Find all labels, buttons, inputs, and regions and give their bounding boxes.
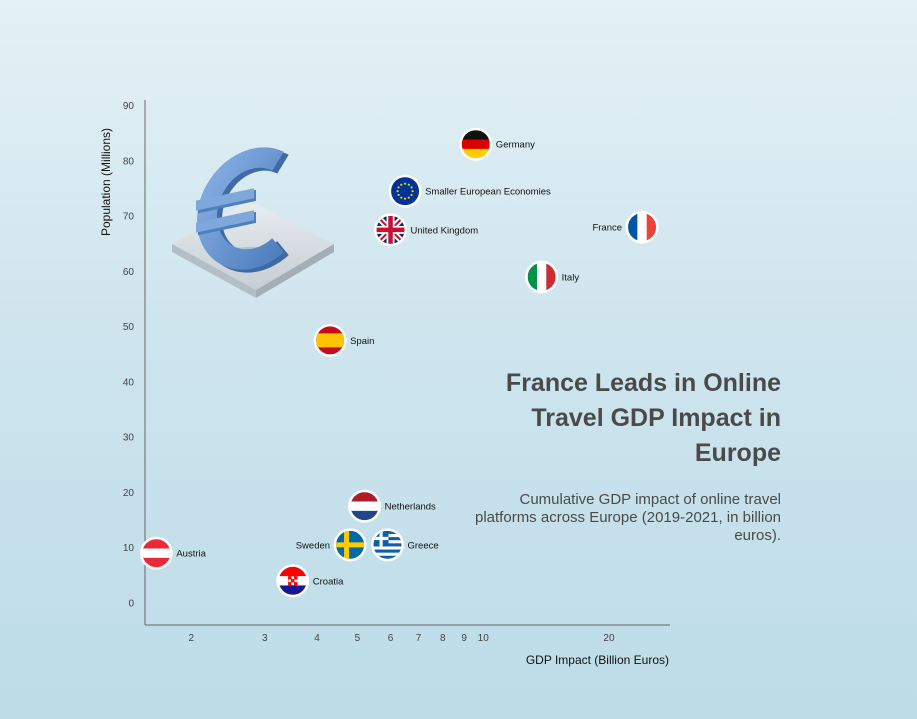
- greece-flag-icon: [373, 530, 402, 559]
- y-tick-label: 20: [123, 488, 135, 499]
- point-label: Greece: [407, 540, 438, 551]
- x-tick-label: 3: [262, 633, 268, 644]
- germany-flag-icon: [461, 130, 490, 159]
- italy-flag-icon: [527, 262, 556, 291]
- data-point: France: [592, 210, 659, 244]
- y-tick-label: 90: [123, 101, 135, 112]
- austria-flag-icon: [142, 539, 171, 568]
- uk-flag-icon: [376, 215, 405, 244]
- data-point: Netherlands: [348, 489, 436, 523]
- x-tick-label: 20: [603, 633, 615, 644]
- point-label: Austria: [176, 549, 206, 560]
- x-tick-label: 2: [188, 633, 194, 644]
- data-point: United Kingdom: [374, 213, 479, 247]
- data-point: Sweden: [296, 528, 367, 562]
- data-point: Italy: [525, 260, 580, 294]
- data-point: Smaller European Economies: [388, 174, 551, 208]
- chart-title: France Leads in Online Travel GDP Impact…: [505, 369, 781, 467]
- point-label: Sweden: [296, 540, 330, 551]
- title-block: France Leads in Online Travel GDP Impact…: [461, 366, 781, 545]
- data-point: Greece: [370, 528, 439, 562]
- y-tick-label: 0: [128, 598, 134, 609]
- data-point: Germany: [459, 127, 535, 161]
- x-tick-label: 4: [314, 633, 320, 644]
- eu-flag-icon: [391, 177, 420, 206]
- point-label: Netherlands: [385, 502, 436, 513]
- y-tick-label: 10: [123, 543, 135, 554]
- x-tick-label: 6: [388, 633, 394, 644]
- data-point: Croatia: [276, 564, 344, 598]
- x-tick-label: 10: [478, 633, 490, 644]
- x-tick-label: 8: [440, 633, 446, 644]
- y-axis-title: Population (Millions): [99, 128, 113, 236]
- chart-subtitle: Cumulative GDP impact of online travel p…: [475, 491, 781, 544]
- y-tick-label: 30: [123, 433, 135, 444]
- data-point: Spain: [313, 323, 374, 357]
- x-tick-label: 9: [461, 633, 467, 644]
- euro-3d-icon: [172, 147, 334, 298]
- spain-flag-icon: [316, 326, 345, 355]
- point-label: United Kingdom: [411, 225, 479, 236]
- y-tick-label: 80: [123, 156, 135, 167]
- sweden-flag-icon: [336, 530, 365, 559]
- point-label: Smaller European Economies: [425, 187, 551, 198]
- point-label: France: [592, 223, 622, 234]
- point-label: Italy: [562, 272, 580, 283]
- france-flag-icon: [628, 213, 657, 242]
- point-label: Spain: [350, 336, 374, 347]
- croatia-flag-icon: [278, 566, 307, 595]
- y-tick-label: 40: [123, 377, 135, 388]
- x-tick-label: 7: [416, 633, 422, 644]
- x-axis-title: GDP Impact (Billion Euros): [526, 653, 669, 667]
- y-tick-label: 70: [123, 212, 135, 223]
- data-point: Austria: [139, 536, 207, 570]
- x-tick-label: 5: [355, 633, 361, 644]
- y-tick-label: 60: [123, 267, 135, 278]
- y-tick-label: 50: [123, 322, 135, 333]
- point-label: Germany: [496, 140, 535, 151]
- point-label: Croatia: [313, 576, 344, 587]
- netherlands-flag-icon: [350, 492, 379, 521]
